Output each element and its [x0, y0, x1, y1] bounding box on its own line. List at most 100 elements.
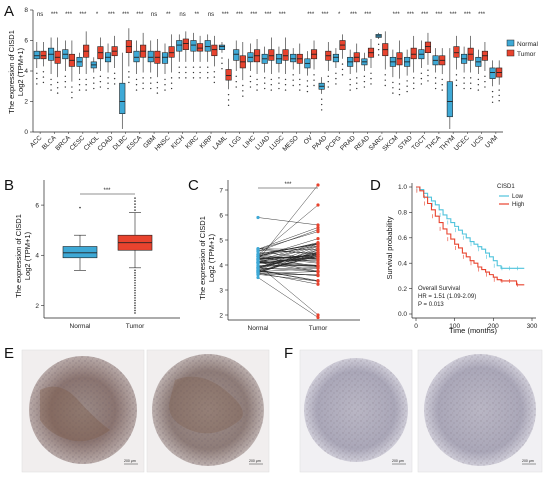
panel-a-sig-21: * — [338, 12, 341, 18]
panel-b-ylabel-1: The expression of CISD1 — [14, 214, 23, 298]
panel-a-outlier-22-1-3 — [356, 87, 358, 90]
panel-c-pair-line-61 — [257, 217, 319, 226]
panel-d-ytick-label-4: 0.8 — [398, 210, 407, 217]
panel-a-tumor-26-box — [410, 47, 417, 60]
panel-a-boxplot: The expression of CISD1 Log2 (TPM+1) 0 2 4… — [7, 7, 539, 153]
panel-a-outlier-7-1-2 — [142, 82, 144, 84]
panel-a-outlier-8-1-2 — [156, 87, 159, 89]
panel-a-outlier-18-1-2 — [299, 84, 301, 86]
panel-a-legend-normal-swatch — [506, 39, 515, 47]
panel-a-outlier-19-1-1 — [313, 74, 315, 76]
panel-a-outlier-27-0-1 — [420, 72, 423, 74]
panel-f-scale-2: 200 μm — [522, 459, 534, 463]
panel-c-tumor-point-44 — [316, 244, 320, 249]
panel-a-sig-31: *** — [478, 12, 486, 18]
panel-d-annotation-2: HR = 1.51 (1.09-2.09) — [418, 294, 476, 300]
panel-a-xtick-label-14: LGG — [228, 134, 243, 149]
panel-c-tumor-point-11 — [316, 225, 320, 230]
panel-a-sig-27: *** — [421, 12, 429, 18]
panel-a-tumor-16-box — [268, 49, 275, 61]
panel-c-pair-line-34 — [257, 267, 319, 272]
panel-a-normal-6-box — [119, 82, 126, 114]
panel-a-outlier-20-0-2 — [320, 103, 323, 106]
panel-a-outlier-3-1-1 — [85, 78, 87, 81]
panel-c-normal-point-57 — [256, 271, 260, 275]
panel-a-outlier-17-0-3 — [278, 87, 280, 90]
panel-a-xtick-label-13: LAML — [212, 134, 229, 151]
panel-c-pair-line-64 — [257, 204, 319, 256]
panel-a-outlier-7-0-1 — [135, 78, 138, 81]
panel-b-outlier-tu4 — [134, 197, 136, 199]
panel-d-annotation-1: Overall Survival — [418, 286, 460, 292]
panel-a-outlier-26-0-1 — [406, 80, 408, 82]
panel-c-normal-point-48 — [256, 260, 260, 265]
panel-a-outlier-6-1-1 — [128, 71, 130, 73]
panel-c-pair-line-23 — [257, 261, 319, 267]
panel-a-outlier-29-1-3 — [455, 84, 458, 87]
panel-a-outlier-23-1-3 — [370, 83, 372, 85]
panel-a-outlier-25-0-1 — [392, 81, 394, 84]
panel-a-outlier-3-0-3 — [78, 89, 81, 91]
panel-c-pair-line-13 — [257, 248, 319, 255]
panel-a-normal-0-box — [33, 50, 40, 60]
panel-b-xtick-label-0: Normal — [70, 323, 92, 330]
panel-a-normal-14-box — [233, 49, 240, 61]
panel-a-outlier-27-1-2 — [427, 74, 429, 77]
panel-a-outlier-24-0-2 — [377, 48, 380, 51]
panel-a-outlier-28-0-1 — [434, 77, 437, 79]
panel-c-tumor-point-58 — [316, 241, 320, 246]
panel-c-pair-line-60 — [257, 184, 319, 261]
panel-a-outlier-28-0-3 — [434, 87, 437, 90]
panel-a-outlier-21-1-1 — [341, 63, 344, 65]
panel-b-outlier-t0 — [134, 269, 136, 272]
panel-a-outlier-4-0-3 — [93, 87, 95, 90]
panel-a-outlier-14-1-2 — [242, 90, 244, 92]
panel-c-tumor-point-42 — [316, 265, 320, 270]
panel-a-sig-2: *** — [65, 12, 73, 18]
panel-a-outlier-23-0-1 — [363, 75, 366, 78]
panel-c-ytick-label-5: 7 — [219, 187, 223, 194]
panel-a-outlier-23-0-3 — [363, 86, 366, 88]
panel-a-sig-29: *** — [450, 12, 458, 18]
panel-b-outlier-tu3 — [134, 200, 136, 202]
panel-a-sig-22: *** — [350, 12, 358, 18]
panel-c-tumor-point-60 — [316, 183, 320, 187]
panel-c-xtick-label-1: Tumor — [309, 325, 328, 332]
panel-c-pair-line-33 — [257, 259, 319, 263]
panel-b-outlier-t16 — [134, 309, 136, 312]
panel-a-sig-10: ns — [179, 12, 185, 18]
panel-a-outlier-10-1-3 — [185, 77, 187, 79]
panel-a-xtick-label-21: PCPG — [325, 134, 343, 152]
panel-c-pair-line-55 — [257, 251, 319, 269]
panel-a-sig-19: *** — [307, 12, 315, 18]
panel-a-legend-normal: Normal — [517, 41, 539, 48]
panel-a-outlier-10-0-2 — [178, 71, 180, 74]
panel-a-outlier-9-0-3 — [164, 89, 166, 91]
panel-label-e: E — [4, 345, 14, 362]
panel-a-outlier-16-1-1 — [270, 78, 272, 81]
panel-a-sig-0: ns — [37, 12, 43, 18]
panel-a-outlier-16-1-2 — [270, 84, 272, 86]
panel-a-sig-28: *** — [435, 12, 443, 18]
panel-c-ytick-label-2: 4 — [219, 262, 223, 269]
panel-a-xtick-label-7: ESCA — [126, 134, 144, 152]
panel-d-curve-high — [416, 186, 525, 286]
panel-a-outlier-3-1-3 — [85, 89, 87, 91]
panel-a-outlier-25-1-1 — [398, 83, 401, 85]
panel-d-ytick-label-0: 0.0 — [398, 311, 407, 318]
panel-b-outlier-t6 — [134, 284, 136, 287]
panel-a-outlier-30-0-1 — [463, 77, 465, 79]
panel-a-legend-tumor: Tumor — [517, 51, 536, 58]
panel-a-outlier-1-0-1 — [50, 78, 52, 81]
panel-b-outlier-t13 — [134, 302, 136, 304]
panel-a-outlier-10-0-1 — [178, 66, 180, 68]
panel-b-ylabel-2: Log2 (TPM+1) — [23, 231, 32, 280]
panel-a-outlier-17-1-3 — [284, 89, 287, 91]
panel-a-outlier-21-1-3 — [341, 74, 344, 76]
panel-label-b: B — [4, 177, 14, 194]
panel-a-xtick-label-25: SKCM — [381, 134, 399, 152]
panel-a-outlier-8-0-3 — [150, 87, 152, 90]
panel-a-outlier-27-1-1 — [427, 69, 429, 71]
panel-b-ytick-label-0: 2 — [35, 303, 39, 310]
panel-b-sig: *** — [103, 188, 111, 194]
